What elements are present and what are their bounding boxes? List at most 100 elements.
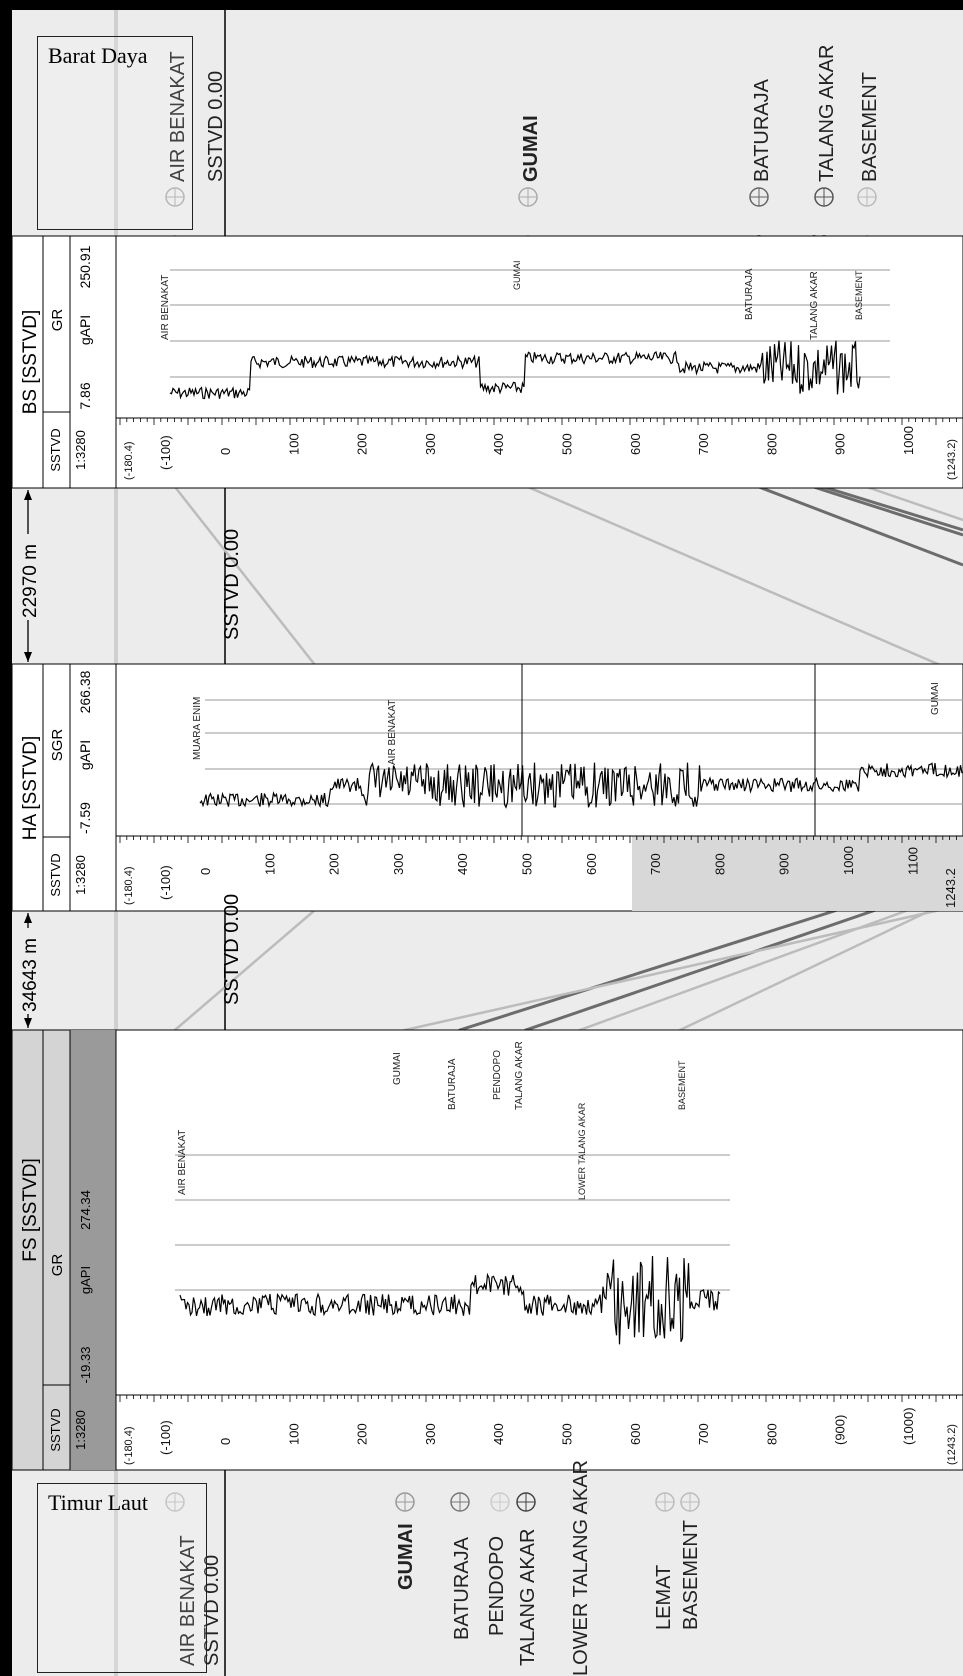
depth-tick-label: 200: [327, 853, 342, 875]
bs-track: [115, 235, 963, 489]
bs-curve-name: GR: [49, 309, 66, 332]
annotation-bottom-left-text: Timur Laut: [48, 1490, 149, 1515]
fs-curve-unit: gAPI: [78, 1266, 93, 1294]
bs-curve-unit: gAPI: [77, 315, 93, 345]
depth-tick-label: 100: [286, 1423, 301, 1445]
ha-header-left-bottom: 1:3280: [73, 855, 88, 895]
depth-tick-label: 600: [628, 1423, 643, 1445]
top-marker-datum-label: SSTVD 0.00: [205, 71, 227, 182]
ha-curve-name: SGR: [49, 729, 66, 762]
bottom-marker-basement: BASEMENT: [680, 1492, 702, 1630]
bottom-marker-lower-talang-akar: LOWER TALANG AKAR: [570, 1460, 592, 1676]
top-marker-air-benakat-label: AIR BENAKAT: [167, 51, 189, 182]
fs-header-left-top: SSTVD: [48, 1408, 63, 1451]
top-marker-talang-akar-label: TALANG AKAR: [816, 45, 838, 182]
bottom-marker-basement-label: BASEMENT: [680, 1520, 702, 1630]
top-marker-baturaja-label: BATURAJA: [751, 78, 773, 182]
depth-tick-label: 0: [218, 448, 233, 455]
well-ha: HA [SSTVD] SSTVD 1:3280 SGR -7.59 gAPI 2…: [11, 663, 963, 912]
ha-curve-max: 266.38: [77, 670, 93, 713]
bottom-marker-talang-akar-label: TALANG AKAR: [517, 1529, 539, 1666]
depth-tick-label: 700: [696, 1423, 711, 1445]
depth-tick-label: 500: [560, 433, 575, 455]
ha-track-grid: [205, 699, 963, 805]
well-fs: FS [SSTVD] SSTVD 1:3280 GR -19.33 gAPI 2…: [11, 1029, 963, 1471]
bottom-marker-lemat: LEMAT: [653, 1492, 675, 1630]
ha-log-tops: MUARA ENIM AIR BENAKAT GUMAI: [192, 682, 941, 765]
bs-depth-top: (-180.4): [123, 441, 135, 480]
fs-top-baturaja: BATURAJA: [447, 1058, 458, 1110]
top-marker-baturaja: BATURAJA: [749, 78, 773, 207]
ha-top-gumai: GUMAI: [930, 682, 941, 715]
fs-top-basement: BASEMENT: [677, 1060, 687, 1110]
bs-top-air-benakat: AIR BENAKAT: [160, 275, 171, 340]
depth-tick-label: 300: [391, 853, 406, 875]
fs-log-tops: AIR BENAKAT GUMAI BATURAJA PENDOPO TALAN…: [177, 1041, 687, 1200]
datum-label-ha-fs: SSTVD 0.00: [221, 894, 243, 1005]
depth-tick-label: 400: [491, 433, 506, 455]
fs-depth-top: (-180.4): [123, 1426, 135, 1465]
distance-label-2: 34643 m: [20, 938, 41, 1012]
fs-curve-min: -19.33: [78, 1347, 93, 1384]
top-marker-gumai-label: GUMAI: [520, 115, 542, 182]
ha-depth-bottom: 1243.2: [943, 868, 958, 908]
annotation-top-left: Barat Daya: [37, 36, 193, 230]
bottom-marker-pendopo-label: PENDOPO: [486, 1536, 508, 1636]
depth-tick-label: 300: [423, 433, 438, 455]
depth-tick-label: 900: [777, 853, 792, 875]
bs-header: [11, 235, 117, 489]
bs-top-baturaja: BATURAJA: [744, 268, 755, 320]
depth-tick-label: 500: [520, 853, 535, 875]
depth-tick-label: 400: [491, 1423, 506, 1445]
fs-top-pendopo: PENDOPO: [492, 1050, 503, 1100]
depth-tick-label: 1100: [905, 847, 920, 875]
depth-tick-label: 100: [262, 853, 277, 875]
bs-well-name: BS [SSTVD]: [20, 310, 41, 415]
bs-top-talang-akar: TALANG AKAR: [809, 271, 820, 340]
bottom-marker-gumai-label: GUMAI: [395, 1523, 417, 1590]
top-marker-talang-akar: TALANG AKAR: [814, 45, 838, 207]
fs-top-air-benakat: AIR BENAKAT: [177, 1130, 188, 1195]
top-marker-gumai: GUMAI: [518, 115, 542, 207]
depth-tick-label: 0: [218, 1438, 233, 1445]
annotation-bottom-left: Timur Laut: [37, 1483, 207, 1673]
ha-depth-top2: (-100): [158, 865, 173, 900]
depth-tick-label: 500: [560, 1423, 575, 1445]
depth-tick-label: 600: [628, 433, 643, 455]
bs-header-left-top: SSTVD: [48, 428, 63, 471]
depth-tick-label: 300: [423, 1423, 438, 1445]
bottom-marker-pendopo: PENDOPO: [486, 1492, 510, 1636]
depth-tick-label: 600: [584, 853, 599, 875]
depth-tick-label: 700: [696, 433, 711, 455]
annotation-top-left-text: Barat Daya: [48, 43, 148, 68]
bottom-marker-baturaja-label: BATURAJA: [451, 1536, 473, 1640]
distance-label-1: 22970 m: [20, 544, 41, 618]
fs-top-talang-akar: TALANG AKAR: [514, 1041, 525, 1110]
fs-top-gumai: GUMAI: [392, 1052, 403, 1085]
bottom-markers: AIR BENAKAT SSTVD 0.00 GUMAI BATURAJA PE…: [165, 1460, 702, 1676]
depth-tick-label: 100: [286, 433, 301, 455]
depth-tick-label: 0: [198, 868, 213, 875]
top-marker-air-benakat: AIR BENAKAT SSTVD 0.00: [165, 51, 227, 207]
bottom-marker-baturaja: BATURAJA: [450, 1492, 473, 1640]
ha-well-name: HA [SSTVD]: [20, 736, 41, 841]
ha-header: [11, 663, 117, 912]
fs-header-left-bottom: 1:3280: [73, 1410, 88, 1450]
top-frame: [0, 0, 963, 10]
bs-top-gumai: GUMAI: [512, 260, 522, 290]
depth-tick-label: 200: [355, 433, 370, 455]
bottom-marker-air-benakat-label: AIR BENAKAT: [177, 1535, 199, 1666]
ha-top-air-benakat: AIR BENAKAT: [387, 700, 398, 765]
ha-sgr-curve: [199, 761, 963, 809]
bs-curve-min: 7.86: [77, 382, 93, 409]
depth-tick-label: 1000: [901, 426, 916, 455]
bs-header-left-bottom: 1:3280: [73, 430, 88, 470]
fs-well-name: FS [SSTVD]: [20, 1158, 41, 1261]
bs-gr-curve: [169, 340, 861, 400]
ha-top-muara-enim: MUARA ENIM: [192, 697, 203, 760]
ha-curve-unit: gAPI: [77, 740, 93, 770]
ha-depth-top: (-180.4): [123, 866, 135, 905]
